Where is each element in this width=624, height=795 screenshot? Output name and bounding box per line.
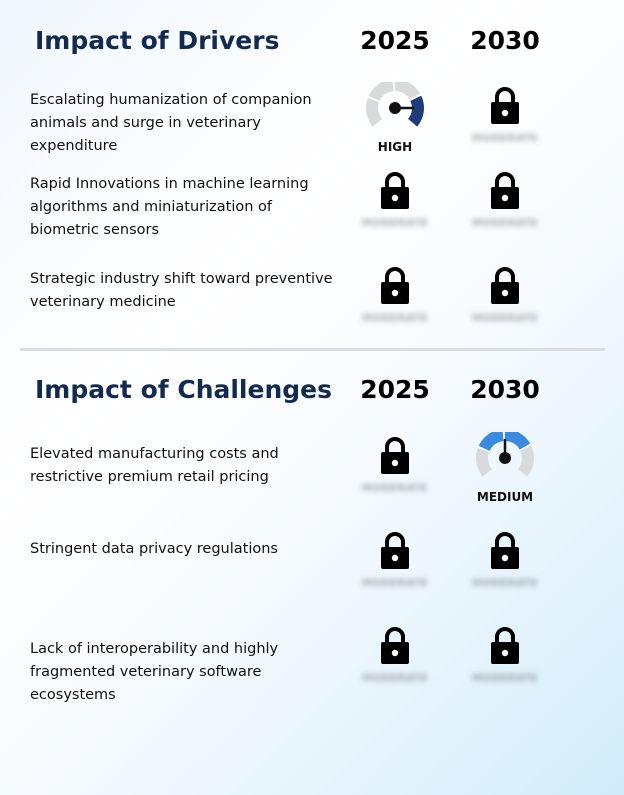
blurred-rating-label: MODERATE xyxy=(472,313,538,324)
driver-3-2025-rating[interactable]: MODERATE xyxy=(350,266,440,346)
blurred-rating-label: MODERATE xyxy=(472,133,538,144)
driver-2-2030-rating[interactable]: MODERATE xyxy=(460,171,550,251)
blurred-rating-label: MODERATE xyxy=(472,578,538,589)
lock-icon[interactable] xyxy=(490,626,520,666)
section-divider xyxy=(20,348,605,351)
gauge-icon xyxy=(475,429,535,482)
blurred-rating-label: MODERATE xyxy=(472,673,538,684)
challenges-year-2030: 2030 xyxy=(470,375,540,404)
lock-icon[interactable] xyxy=(380,436,410,476)
lock-icon[interactable] xyxy=(380,171,410,211)
drivers-year-2030: 2030 xyxy=(470,26,540,55)
blurred-rating-label: MODERATE xyxy=(362,313,428,324)
challenge-2-2025-rating[interactable]: MODERATE xyxy=(350,531,440,611)
challenge-3-2025-rating[interactable]: MODERATE xyxy=(350,626,440,706)
challenge-3-text: Lack of interoperability and highly frag… xyxy=(30,641,279,703)
driver-2-text: Rapid Innovations in machine learning al… xyxy=(30,176,309,238)
blurred-rating-label: MODERATE xyxy=(362,673,428,684)
driver-2-2025-rating[interactable]: MODERATE xyxy=(350,171,440,251)
driver-3-2030-rating[interactable]: MODERATE xyxy=(460,266,550,346)
challenges-title: Impact of Challenges xyxy=(35,375,332,404)
lock-icon[interactable] xyxy=(490,266,520,306)
lock-icon[interactable] xyxy=(380,266,410,306)
driver-1-text: Escalating humanization of companion ani… xyxy=(30,92,312,154)
rating-label: HIGH xyxy=(377,140,413,154)
drivers-title: Impact of Drivers xyxy=(35,26,280,55)
challenge-1-2030-rating: MEDIUM xyxy=(460,429,550,516)
lock-icon[interactable] xyxy=(490,171,520,211)
driver-1-2025-rating: HIGH xyxy=(350,79,440,166)
blurred-rating-label: MODERATE xyxy=(362,578,428,589)
lock-icon[interactable] xyxy=(490,86,520,126)
driver-1-2030-rating[interactable]: MODERATE xyxy=(460,86,550,166)
challenge-2-2030-rating[interactable]: MODERATE xyxy=(460,531,550,611)
gauge-icon xyxy=(365,79,425,132)
challenges-year-2025: 2025 xyxy=(360,375,430,404)
challenge-3-2030-rating[interactable]: MODERATE xyxy=(460,626,550,706)
challenge-2-text: Stringent data privacy regulations xyxy=(30,541,278,557)
blurred-rating-label: MODERATE xyxy=(362,218,428,229)
challenge-1-text: Elevated manufacturing costs and restric… xyxy=(30,446,279,485)
lock-icon[interactable] xyxy=(380,531,410,571)
rating-label: MEDIUM xyxy=(476,490,534,504)
blurred-rating-label: MODERATE xyxy=(472,218,538,229)
challenge-1-2025-rating[interactable]: MODERATE xyxy=(350,436,440,516)
lock-icon[interactable] xyxy=(380,626,410,666)
blurred-rating-label: MODERATE xyxy=(362,483,428,494)
drivers-year-2025: 2025 xyxy=(360,26,430,55)
lock-icon[interactable] xyxy=(490,531,520,571)
driver-3-text: Strategic industry shift toward preventi… xyxy=(30,271,333,310)
